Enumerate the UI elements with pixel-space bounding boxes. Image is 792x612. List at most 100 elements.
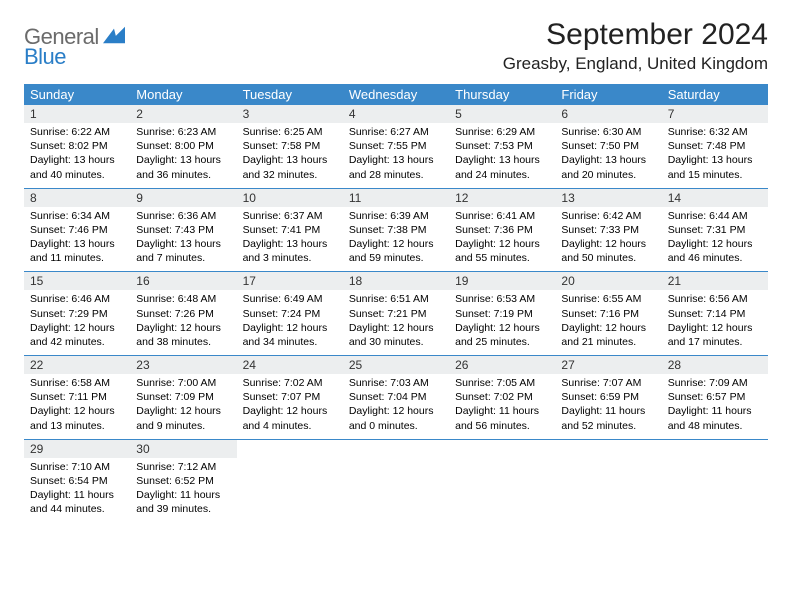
daylight-line2: and 24 minutes. (455, 168, 549, 182)
sunset-text: Sunset: 7:41 PM (243, 223, 337, 237)
sunrise-text: Sunrise: 6:51 AM (349, 292, 443, 306)
weekday-header: Wednesday (343, 84, 449, 105)
sunset-text: Sunset: 6:59 PM (561, 390, 655, 404)
calendar-day-cell: 4Sunrise: 6:27 AMSunset: 7:55 PMDaylight… (343, 105, 449, 188)
weekday-header: Thursday (449, 84, 555, 105)
sunrise-text: Sunrise: 6:42 AM (561, 209, 655, 223)
sunrise-text: Sunrise: 6:55 AM (561, 292, 655, 306)
day-details: Sunrise: 6:44 AMSunset: 7:31 PMDaylight:… (662, 207, 768, 272)
sunset-text: Sunset: 7:48 PM (668, 139, 762, 153)
sunset-text: Sunset: 7:50 PM (561, 139, 655, 153)
sunset-text: Sunset: 7:58 PM (243, 139, 337, 153)
calendar-day-cell: 23Sunrise: 7:00 AMSunset: 7:09 PMDayligh… (130, 356, 236, 439)
day-number: 22 (24, 356, 130, 374)
calendar-day-cell: 19Sunrise: 6:53 AMSunset: 7:19 PMDayligh… (449, 272, 555, 355)
daylight-line2: and 59 minutes. (349, 251, 443, 265)
daylight-line2: and 38 minutes. (136, 335, 230, 349)
sunrise-text: Sunrise: 7:09 AM (668, 376, 762, 390)
sunrise-text: Sunrise: 6:25 AM (243, 125, 337, 139)
sunrise-text: Sunrise: 6:30 AM (561, 125, 655, 139)
daylight-line2: and 20 minutes. (561, 168, 655, 182)
calendar: Sunday Monday Tuesday Wednesday Thursday… (24, 84, 768, 522)
header: General Blue September 2024 Greasby, Eng… (24, 18, 768, 74)
day-number: 5 (449, 105, 555, 123)
sunset-text: Sunset: 6:57 PM (668, 390, 762, 404)
calendar-week: 15Sunrise: 6:46 AMSunset: 7:29 PMDayligh… (24, 272, 768, 356)
sunrise-text: Sunrise: 6:34 AM (30, 209, 124, 223)
daylight-line1: Daylight: 12 hours (349, 321, 443, 335)
daylight-line1: Daylight: 12 hours (136, 321, 230, 335)
calendar-day-cell: 29Sunrise: 7:10 AMSunset: 6:54 PMDayligh… (24, 440, 130, 523)
sunset-text: Sunset: 6:52 PM (136, 474, 230, 488)
sunrise-text: Sunrise: 7:03 AM (349, 376, 443, 390)
day-details: Sunrise: 6:41 AMSunset: 7:36 PMDaylight:… (449, 207, 555, 272)
calendar-day-cell: 5Sunrise: 6:29 AMSunset: 7:53 PMDaylight… (449, 105, 555, 188)
daylight-line1: Daylight: 13 hours (455, 153, 549, 167)
calendar-day-cell: 8Sunrise: 6:34 AMSunset: 7:46 PMDaylight… (24, 189, 130, 272)
day-number: 25 (343, 356, 449, 374)
daylight-line2: and 56 minutes. (455, 419, 549, 433)
day-details: Sunrise: 6:23 AMSunset: 8:00 PMDaylight:… (130, 123, 236, 188)
calendar-day-cell: 18Sunrise: 6:51 AMSunset: 7:21 PMDayligh… (343, 272, 449, 355)
daylight-line2: and 39 minutes. (136, 502, 230, 516)
daylight-line1: Daylight: 12 hours (349, 237, 443, 251)
calendar-empty-cell (237, 440, 343, 523)
day-details: Sunrise: 6:34 AMSunset: 7:46 PMDaylight:… (24, 207, 130, 272)
brand-logo: General Blue (24, 24, 125, 70)
daylight-line2: and 48 minutes. (668, 419, 762, 433)
daylight-line2: and 17 minutes. (668, 335, 762, 349)
sunrise-text: Sunrise: 6:49 AM (243, 292, 337, 306)
sunset-text: Sunset: 7:02 PM (455, 390, 549, 404)
daylight-line2: and 44 minutes. (30, 502, 124, 516)
sunset-text: Sunset: 7:04 PM (349, 390, 443, 404)
daylight-line1: Daylight: 13 hours (668, 153, 762, 167)
daylight-line2: and 15 minutes. (668, 168, 762, 182)
daylight-line2: and 40 minutes. (30, 168, 124, 182)
daylight-line2: and 30 minutes. (349, 335, 443, 349)
day-number: 30 (130, 440, 236, 458)
calendar-day-cell: 3Sunrise: 6:25 AMSunset: 7:58 PMDaylight… (237, 105, 343, 188)
calendar-day-cell: 21Sunrise: 6:56 AMSunset: 7:14 PMDayligh… (662, 272, 768, 355)
calendar-header-row: Sunday Monday Tuesday Wednesday Thursday… (24, 84, 768, 105)
sunset-text: Sunset: 7:24 PM (243, 307, 337, 321)
sunset-text: Sunset: 7:16 PM (561, 307, 655, 321)
weekday-header: Saturday (662, 84, 768, 105)
calendar-day-cell: 22Sunrise: 6:58 AMSunset: 7:11 PMDayligh… (24, 356, 130, 439)
calendar-day-cell: 20Sunrise: 6:55 AMSunset: 7:16 PMDayligh… (555, 272, 661, 355)
day-details: Sunrise: 6:46 AMSunset: 7:29 PMDaylight:… (24, 290, 130, 355)
daylight-line2: and 13 minutes. (30, 419, 124, 433)
calendar-day-cell: 24Sunrise: 7:02 AMSunset: 7:07 PMDayligh… (237, 356, 343, 439)
calendar-empty-cell (662, 440, 768, 523)
sunset-text: Sunset: 7:14 PM (668, 307, 762, 321)
day-details: Sunrise: 7:02 AMSunset: 7:07 PMDaylight:… (237, 374, 343, 439)
day-details: Sunrise: 6:29 AMSunset: 7:53 PMDaylight:… (449, 123, 555, 188)
weekday-header: Sunday (24, 84, 130, 105)
calendar-day-cell: 15Sunrise: 6:46 AMSunset: 7:29 PMDayligh… (24, 272, 130, 355)
day-number: 4 (343, 105, 449, 123)
calendar-day-cell: 1Sunrise: 6:22 AMSunset: 8:02 PMDaylight… (24, 105, 130, 188)
daylight-line2: and 0 minutes. (349, 419, 443, 433)
day-details: Sunrise: 7:12 AMSunset: 6:52 PMDaylight:… (130, 458, 236, 523)
day-details: Sunrise: 6:37 AMSunset: 7:41 PMDaylight:… (237, 207, 343, 272)
daylight-line1: Daylight: 12 hours (243, 404, 337, 418)
calendar-day-cell: 14Sunrise: 6:44 AMSunset: 7:31 PMDayligh… (662, 189, 768, 272)
calendar-empty-cell (555, 440, 661, 523)
day-details: Sunrise: 6:56 AMSunset: 7:14 PMDaylight:… (662, 290, 768, 355)
day-number: 1 (24, 105, 130, 123)
calendar-day-cell: 13Sunrise: 6:42 AMSunset: 7:33 PMDayligh… (555, 189, 661, 272)
daylight-line1: Daylight: 12 hours (136, 404, 230, 418)
sunrise-text: Sunrise: 6:32 AM (668, 125, 762, 139)
sunrise-text: Sunrise: 7:07 AM (561, 376, 655, 390)
daylight-line1: Daylight: 13 hours (136, 237, 230, 251)
day-details: Sunrise: 6:58 AMSunset: 7:11 PMDaylight:… (24, 374, 130, 439)
calendar-day-cell: 10Sunrise: 6:37 AMSunset: 7:41 PMDayligh… (237, 189, 343, 272)
day-details: Sunrise: 6:25 AMSunset: 7:58 PMDaylight:… (237, 123, 343, 188)
daylight-line1: Daylight: 12 hours (30, 404, 124, 418)
daylight-line1: Daylight: 12 hours (668, 321, 762, 335)
daylight-line2: and 36 minutes. (136, 168, 230, 182)
sunrise-text: Sunrise: 7:05 AM (455, 376, 549, 390)
sunrise-text: Sunrise: 6:53 AM (455, 292, 549, 306)
sunset-text: Sunset: 6:54 PM (30, 474, 124, 488)
sunrise-text: Sunrise: 6:41 AM (455, 209, 549, 223)
daylight-line2: and 28 minutes. (349, 168, 443, 182)
